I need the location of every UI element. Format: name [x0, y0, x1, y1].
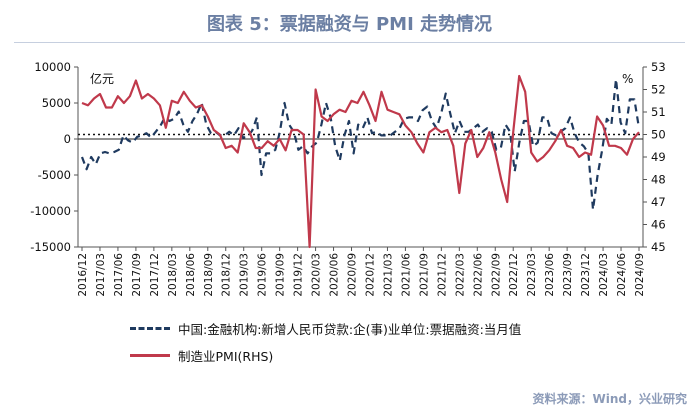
x-tick-label: 2023/09 — [562, 253, 574, 297]
x-tick-label: 2017/12 — [149, 253, 161, 297]
left-tick-label: -5000 — [38, 168, 71, 182]
right-tick-label: 45 — [651, 240, 666, 254]
right-tick-label: 46 — [651, 218, 666, 232]
left-tick-label: -15000 — [30, 240, 71, 254]
x-tick-label: 2016/12 — [77, 253, 89, 297]
right-unit-label: % — [622, 72, 633, 86]
legend-label-loans: 中国:金融机构:新增人民币贷款:企(事)业单位:票据融资:当月值 — [178, 322, 522, 337]
legend-item-pmi: 制造业PMI(RHS) — [130, 346, 273, 365]
right-tick-label: 53 — [651, 60, 666, 74]
axes-group: 10000 5000 0 -5000 -10000 -15000 53 52 51 50 49 48 4… — [30, 60, 665, 297]
x-tick-label: 2019/09 — [275, 253, 287, 297]
right-tick-label: 48 — [651, 173, 666, 187]
x-tick-label: 2022/06 — [472, 253, 484, 297]
x-tick-label: 2017/06 — [113, 253, 125, 297]
x-tick-label: 2023/12 — [580, 253, 592, 297]
legend-swatch-dashed — [130, 327, 170, 330]
x-tick-label: 2021/12 — [436, 253, 448, 297]
x-tick-label: 2020/12 — [364, 253, 376, 297]
x-tick-label: 2023/06 — [544, 253, 556, 297]
x-tick-label: 2018/03 — [167, 253, 179, 297]
x-tick-label: 2021/03 — [382, 253, 394, 297]
chart-title: 图表 5：票据融资与 PMI 走势情况 — [206, 14, 493, 35]
x-tick-label: 2019/12 — [293, 253, 305, 297]
x-tick-label: 2020/06 — [329, 253, 341, 297]
right-tick-label: 52 — [651, 83, 666, 97]
x-tick-label: 2024/09 — [634, 253, 646, 297]
x-tick-label: 2022/03 — [454, 253, 466, 297]
left-tick-label: 5000 — [42, 96, 71, 110]
x-tick-label: 2023/03 — [526, 253, 538, 297]
x-tick-label: 2020/03 — [311, 253, 323, 297]
series-group — [80, 74, 641, 249]
right-tick-label: 51 — [651, 105, 666, 119]
x-tick-label: 2017/03 — [95, 253, 107, 297]
legend-label-pmi: 制造业PMI(RHS) — [178, 349, 274, 364]
right-tick-label: 50 — [651, 128, 666, 142]
x-tick-label: 2017/09 — [131, 253, 143, 297]
x-tick-label: 2022/12 — [508, 253, 520, 297]
legend-item-loans: 中国:金融机构:新增人民币贷款:企(事)业单位:票据融资:当月值 — [130, 319, 521, 338]
source-note: 资料来源：Wind，兴业研究 — [532, 392, 687, 406]
x-tick-label: 2018/12 — [221, 253, 233, 297]
right-tick-label: 49 — [651, 150, 666, 164]
x-tick-label: 2021/06 — [400, 253, 412, 297]
legend-swatch-solid — [130, 354, 170, 357]
x-tick-label: 2020/09 — [347, 253, 359, 297]
right-tick-label: 47 — [651, 195, 666, 209]
x-tick-label: 2019/06 — [257, 253, 269, 297]
x-tick-label: 2018/06 — [185, 253, 197, 297]
left-unit-label: 亿元 — [90, 71, 114, 86]
x-tick-label: 2022/09 — [490, 253, 502, 297]
left-tick-label: 0 — [64, 132, 71, 146]
series-line-pmi — [81, 74, 640, 249]
left-tick-label: 10000 — [34, 60, 71, 74]
x-tick-label: 2021/09 — [418, 253, 430, 297]
x-tick-label: 2018/09 — [203, 253, 215, 297]
x-tick-label: 2024/03 — [598, 253, 610, 297]
x-tick-label: 2019/03 — [239, 253, 251, 297]
title-divider — [14, 42, 685, 43]
left-tick-label: -10000 — [30, 204, 71, 218]
x-tick-label: 2024/06 — [616, 253, 628, 297]
